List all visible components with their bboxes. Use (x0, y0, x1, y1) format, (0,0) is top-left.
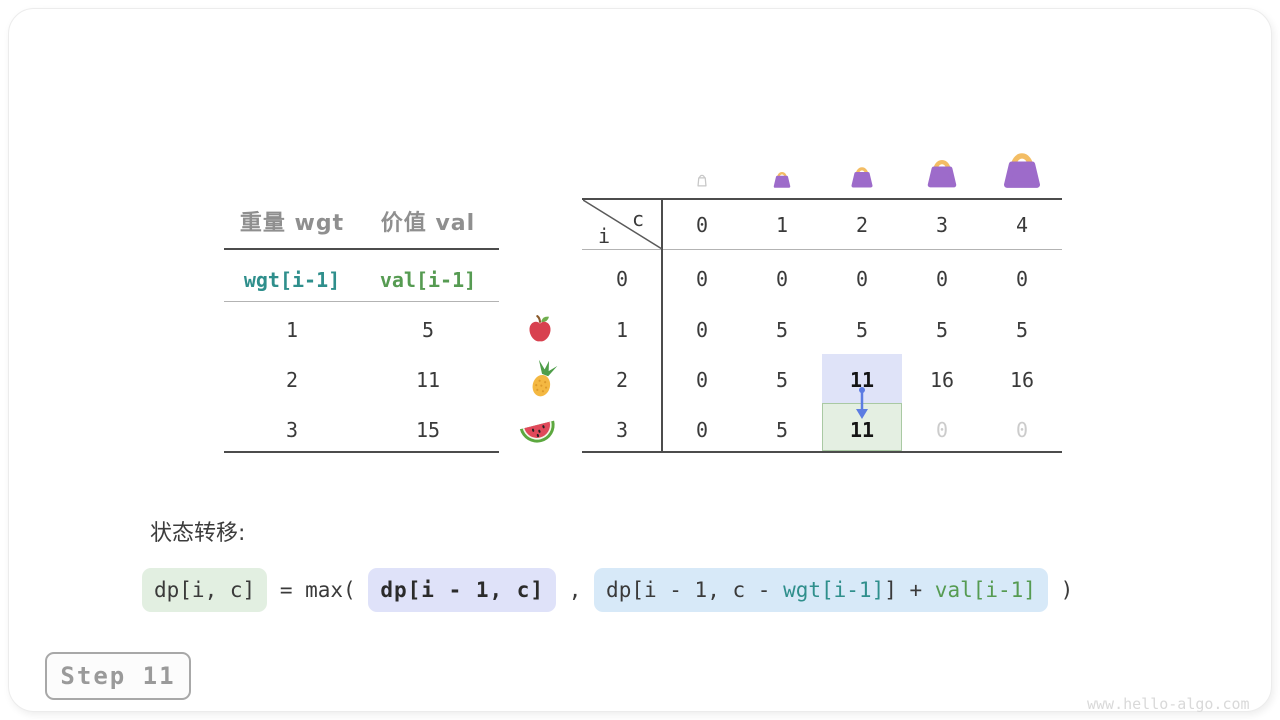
dp-cell-r3c0: 0 (695, 418, 709, 442)
content-card: 重量 wgt 价值 val wgt[i-1] val[i-1] 1 5 2 11… (8, 8, 1272, 713)
dp-cell-r1c1: 5 (775, 318, 789, 342)
item-row-wgt: 2 (285, 368, 299, 392)
dp-col-header: 2 (855, 213, 869, 237)
formula-equals: = (279, 578, 293, 602)
watermark: www.hello-algo.com (1087, 695, 1250, 713)
dp-table-header-rule (582, 249, 1062, 250)
dp-cell-r0c2: 0 (855, 267, 869, 291)
dp-corner-diagonal (583, 200, 662, 249)
dp-row-label: 0 (615, 267, 629, 291)
dp-table-top-rule (582, 198, 1062, 200)
formula-arg1-chip: dp[i - 1, c] (368, 568, 557, 612)
bag-2-icon (851, 167, 873, 188)
dp-cell-r3c1: 5 (775, 418, 789, 442)
dp-cell-r0c4: 0 (1015, 267, 1029, 291)
item-row-wgt: 3 (285, 418, 299, 442)
formula-close-paren: ) (1060, 578, 1074, 602)
bag-3-icon (927, 160, 957, 188)
watermelon-icon (519, 420, 555, 443)
dp-col-header: 1 (775, 213, 789, 237)
dp-cell-r2c1: 5 (775, 368, 789, 392)
dp-table-vertical-rule (661, 198, 663, 453)
items-var-wgt: wgt[i-1] (243, 268, 341, 292)
dp-row-label: 1 (615, 318, 629, 342)
item-row-wgt: 1 (285, 318, 299, 342)
transition-arrow-icon (856, 387, 868, 419)
item-row-val: 5 (421, 318, 435, 342)
dp-cell-r1c4: 5 (1015, 318, 1029, 342)
dp-cell-r1c3: 5 (935, 318, 949, 342)
dp-cell-r1c2: 5 (855, 318, 869, 342)
items-table-bottom-rule (224, 451, 499, 453)
items-var-val: val[i-1] (379, 268, 477, 292)
items-header-value: 价值 val (380, 211, 476, 236)
item-row-val: 15 (415, 418, 441, 442)
formula-max-open: max( (305, 578, 356, 602)
dp-row-label: 3 (615, 418, 629, 442)
bag-1-icon (773, 172, 791, 188)
dp-cell-r0c1: 0 (775, 267, 789, 291)
items-table-mid-rule (224, 301, 499, 302)
state-transition-label: 状态转移: (150, 521, 246, 546)
formula-arg2-head: dp[i - 1, c - (606, 578, 784, 602)
formula-arg2-wgt: wgt[i-1] (783, 578, 885, 602)
formula-arg2-chip: dp[i - 1, c - wgt[i-1]] + val[i-1] (594, 568, 1048, 612)
dp-cell-r0c3: 0 (935, 267, 949, 291)
dp-col-header: 4 (1015, 213, 1029, 237)
bag-empty-icon (697, 174, 707, 187)
formula-comma: , (568, 578, 582, 602)
item-row-val: 11 (415, 368, 441, 392)
dp-cell-r2c4: 16 (1009, 368, 1035, 392)
formula-arg2-mid: ] + (884, 578, 935, 602)
dp-col-header: 3 (935, 213, 949, 237)
dp-corner-col-var: c (631, 207, 645, 231)
dp-cell-r0c0: 0 (695, 267, 709, 291)
items-header-weight: 重量 wgt (239, 211, 345, 236)
items-table-top-rule (224, 248, 499, 250)
dp-cell-r1c0: 0 (695, 318, 709, 342)
dp-col-header: 0 (695, 213, 709, 237)
dp-row-label: 2 (615, 368, 629, 392)
dp-cell-r2c0: 0 (695, 368, 709, 392)
formula-lhs-chip: dp[i, c] (142, 568, 268, 612)
dp-cell-r3c3-dimmed: 0 (935, 418, 949, 442)
dp-corner-row-var: i (597, 224, 611, 248)
apple-icon (529, 315, 551, 342)
dp-cell-r3c4-dimmed: 0 (1015, 418, 1029, 442)
step-badge: Step 11 (45, 652, 191, 700)
dp-cell-r2c3: 16 (929, 368, 955, 392)
dp-cell-r3c2-target: 11 (849, 418, 875, 442)
formula-arg2-val: val[i-1] (934, 578, 1036, 602)
dp-table-bottom-rule (582, 451, 1062, 453)
step-badge-label: Step 11 (60, 662, 176, 690)
state-transition-formula: dp[i, c] = max( dp[i - 1, c] , dp[i - 1,… (142, 567, 1073, 613)
pineapple-icon (532, 359, 558, 397)
bag-4-icon (1004, 153, 1040, 188)
